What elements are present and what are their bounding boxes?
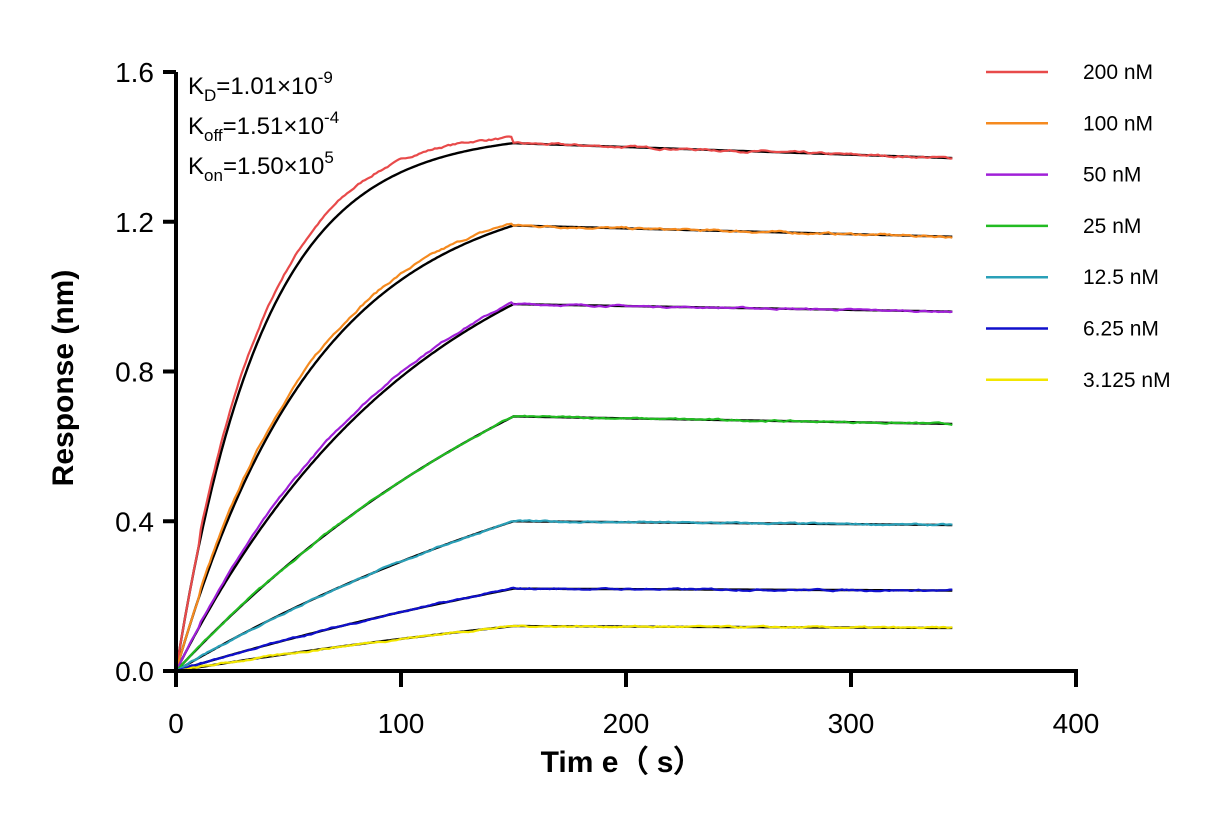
legend-label: 200 nM — [1083, 61, 1153, 84]
series-line — [175, 414, 953, 672]
legend-label: 6.25 nM — [1083, 318, 1159, 341]
fit-curve — [175, 415, 953, 672]
x-tick-label: 0 — [168, 708, 184, 739]
series-line — [175, 519, 953, 672]
x-tick-label: 400 — [1053, 708, 1100, 739]
fit-curve — [175, 587, 953, 673]
x-tick-label: 100 — [378, 708, 425, 739]
y-tick-label: 0.0 — [115, 656, 154, 687]
legend-label: 100 nM — [1083, 112, 1153, 135]
y-ticks: 0.0 0.4 0.8 1.2 1.6 — [115, 57, 176, 687]
kinetic-constant-label: Koff=1.51×10-4 — [188, 108, 339, 145]
x-ticks: 0 100 200 300 400 — [168, 671, 1099, 739]
legend-label: 3.125 nM — [1083, 369, 1171, 392]
y-tick-label: 1.6 — [115, 57, 154, 88]
fit-curve — [174, 141, 953, 672]
y-axis-title: Response (nm) — [47, 270, 80, 487]
fit-curves — [174, 141, 953, 673]
series-line — [175, 586, 953, 673]
y-tick-label: 1.2 — [115, 207, 154, 238]
fit-curve — [174, 302, 953, 672]
fit-curve — [174, 224, 953, 672]
legend-label: 50 nM — [1083, 164, 1141, 187]
x-tick-label: 300 — [828, 708, 875, 739]
fit-curve — [175, 520, 953, 673]
y-tick-label: 0.4 — [115, 506, 154, 537]
fit-curve — [175, 624, 953, 673]
kinetic-constant-label: Kon=1.50×105 — [188, 148, 334, 185]
series-line — [174, 222, 953, 672]
legend: 200 nM 100 nM 50 nM 25 nM 12.5 nM 6.25 nM 3.12… — [986, 61, 1171, 392]
data-series — [174, 135, 953, 673]
y-tick-label: 0.8 — [115, 357, 154, 388]
legend-label: 25 nM — [1083, 215, 1141, 238]
series-line — [175, 624, 953, 673]
series-line — [174, 135, 953, 672]
x-axis-title: Tim e（ s） — [541, 745, 704, 779]
series-line — [175, 301, 953, 672]
kinetic-constant-label: KD=1.01×10-9 — [188, 68, 333, 105]
legend-label: 12.5 nM — [1083, 266, 1159, 289]
x-tick-label: 200 — [603, 708, 650, 739]
